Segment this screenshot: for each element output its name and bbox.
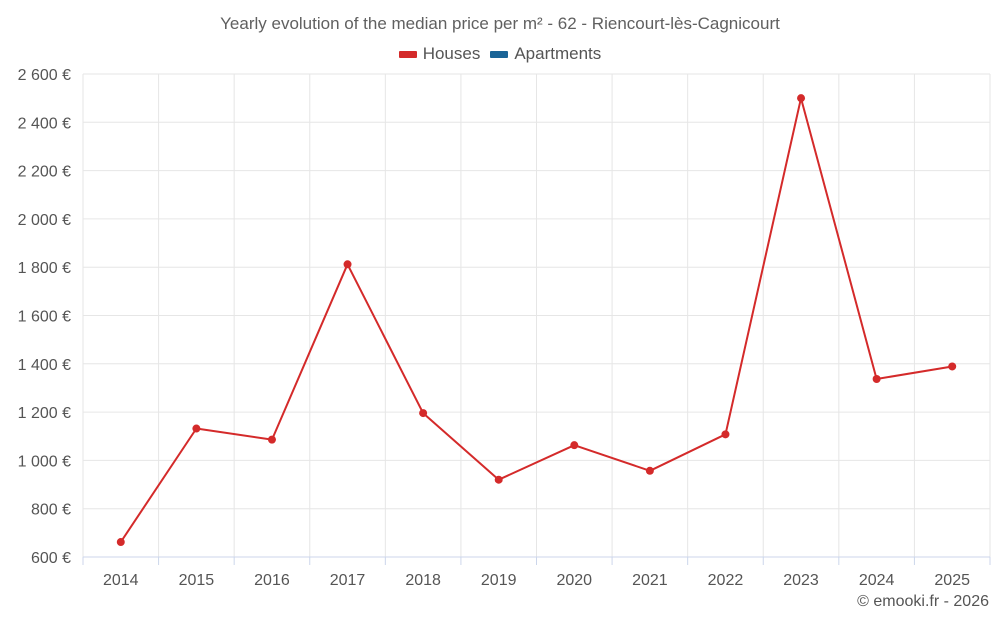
x-tick-label: 2017 xyxy=(330,572,366,589)
legend-label-houses: Houses xyxy=(422,44,481,63)
x-tick-label: 2019 xyxy=(481,572,517,589)
x-tick-label: 2025 xyxy=(934,572,970,589)
y-tick-label: 1 200 € xyxy=(18,405,71,422)
data-point xyxy=(721,430,730,439)
y-tick-label: 2 400 € xyxy=(18,115,71,132)
x-tick-label: 2022 xyxy=(708,572,744,589)
y-tick-label: 2 000 € xyxy=(18,212,71,229)
legend: Houses Apartments xyxy=(0,44,1000,64)
x-tick-label: 2018 xyxy=(405,572,441,589)
data-point xyxy=(192,424,201,433)
data-point xyxy=(570,441,579,450)
data-point xyxy=(797,94,806,103)
legend-item-houses[interactable]: Houses xyxy=(398,44,481,64)
chart-title: Yearly evolution of the median price per… xyxy=(220,14,780,33)
data-point xyxy=(494,475,503,484)
y-tick-label: 2 200 € xyxy=(18,164,71,181)
legend-swatch-houses xyxy=(398,50,417,58)
data-point xyxy=(872,375,881,384)
x-tick-label: 2024 xyxy=(859,572,895,589)
x-tick-label: 2021 xyxy=(632,572,668,589)
legend-swatch-apartments xyxy=(490,50,509,58)
credit-text: © emooki.fr - 2026 xyxy=(857,593,989,610)
x-tick-label: 2023 xyxy=(783,572,819,589)
data-point xyxy=(419,409,428,418)
y-tick-label: 1 800 € xyxy=(18,260,71,277)
series-line-houses xyxy=(119,97,953,543)
y-tick-label: 2 600 € xyxy=(18,67,71,84)
data-point xyxy=(645,466,654,475)
data-point xyxy=(343,260,352,269)
y-tick-label: 1 000 € xyxy=(18,453,71,470)
x-tick-label: 2015 xyxy=(179,572,215,589)
x-tick-label: 2014 xyxy=(103,572,139,589)
y-tick-label: 1 600 € xyxy=(18,309,71,326)
x-tick-label: 2020 xyxy=(556,572,592,589)
legend-item-apartments[interactable]: Apartments xyxy=(490,44,601,64)
y-tick-label: 800 € xyxy=(31,502,71,519)
data-point xyxy=(116,538,125,547)
data-point xyxy=(267,435,276,444)
y-tick-label: 1 400 € xyxy=(18,357,71,374)
x-tick-label: 2016 xyxy=(254,572,290,589)
y-tick-label: 600 € xyxy=(31,550,71,567)
legend-label-apartments: Apartments xyxy=(514,44,602,63)
data-point xyxy=(948,362,957,371)
